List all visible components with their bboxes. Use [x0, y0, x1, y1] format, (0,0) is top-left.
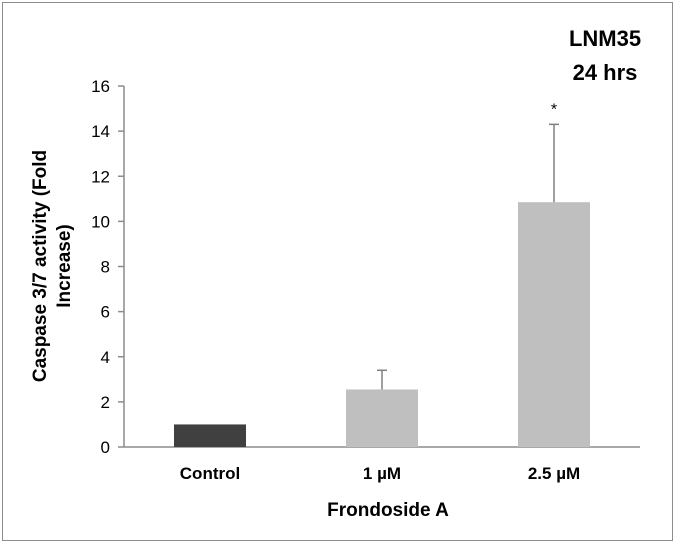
x-axis-title: Frondoside A [327, 500, 449, 521]
x-tick-label: Control [180, 464, 240, 483]
x-tick-label: 2.5 µM [528, 464, 580, 483]
bars [174, 202, 590, 447]
y-axis-title-line-1: Caspase 3/7 activity (Fold [30, 150, 51, 382]
bar-2 [346, 389, 418, 447]
y-tick-label: 2 [101, 393, 110, 412]
bar-1 [174, 424, 246, 447]
y-tick-label: 12 [91, 167, 110, 186]
y-tick-label: 4 [101, 348, 110, 367]
y-tick-label: 16 [91, 77, 110, 96]
y-tick-label: 8 [101, 258, 110, 277]
error-bars: * [377, 101, 559, 390]
y-axis-title-line-2: Increase) [54, 224, 75, 307]
time-label: 24 hrs [573, 60, 638, 85]
y-tick-label: 0 [101, 438, 110, 457]
y-ticks: 0 2 4 6 8 10 12 14 16 [91, 77, 124, 457]
x-tick-label: 1 µM [363, 464, 401, 483]
y-tick-label: 14 [91, 122, 110, 141]
significance-marker: * [551, 101, 557, 118]
y-tick-label: 6 [101, 303, 110, 322]
cell-line-label: LNM35 [569, 26, 641, 51]
y-tick-label: 10 [91, 212, 110, 231]
bar-3 [518, 202, 590, 447]
x-tick-labels: Control 1 µM 2.5 µM [180, 464, 580, 483]
